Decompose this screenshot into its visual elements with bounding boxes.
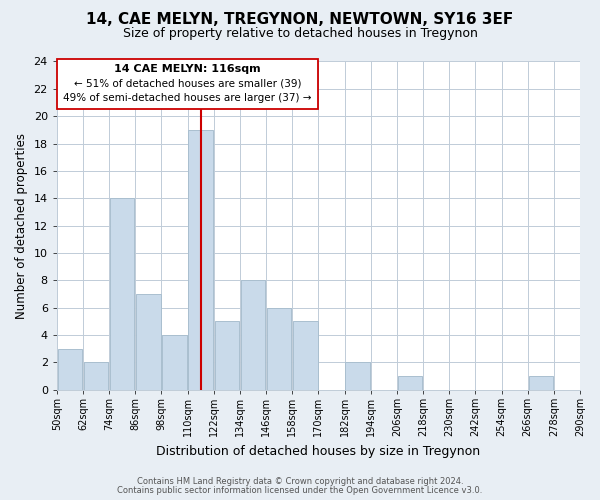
Bar xyxy=(188,130,213,390)
Text: ← 51% of detached houses are smaller (39): ← 51% of detached houses are smaller (39… xyxy=(74,78,301,88)
Text: Contains HM Land Registry data © Crown copyright and database right 2024.: Contains HM Land Registry data © Crown c… xyxy=(137,477,463,486)
Bar xyxy=(58,349,82,390)
Bar xyxy=(136,294,161,390)
Bar xyxy=(163,335,187,390)
FancyBboxPatch shape xyxy=(57,59,319,110)
Bar xyxy=(529,376,553,390)
Bar xyxy=(215,322,239,390)
Text: 14 CAE MELYN: 116sqm: 14 CAE MELYN: 116sqm xyxy=(115,64,261,74)
Bar xyxy=(84,362,108,390)
Y-axis label: Number of detached properties: Number of detached properties xyxy=(15,132,28,318)
Bar xyxy=(293,322,317,390)
Bar xyxy=(398,376,422,390)
Bar xyxy=(241,280,265,390)
Bar xyxy=(267,308,292,390)
Text: Contains public sector information licensed under the Open Government Licence v3: Contains public sector information licen… xyxy=(118,486,482,495)
Text: 49% of semi-detached houses are larger (37) →: 49% of semi-detached houses are larger (… xyxy=(64,94,312,104)
Text: 14, CAE MELYN, TREGYNON, NEWTOWN, SY16 3EF: 14, CAE MELYN, TREGYNON, NEWTOWN, SY16 3… xyxy=(86,12,514,28)
Bar xyxy=(346,362,370,390)
X-axis label: Distribution of detached houses by size in Tregynon: Distribution of detached houses by size … xyxy=(157,444,481,458)
Bar xyxy=(110,198,134,390)
Text: Size of property relative to detached houses in Tregynon: Size of property relative to detached ho… xyxy=(122,28,478,40)
